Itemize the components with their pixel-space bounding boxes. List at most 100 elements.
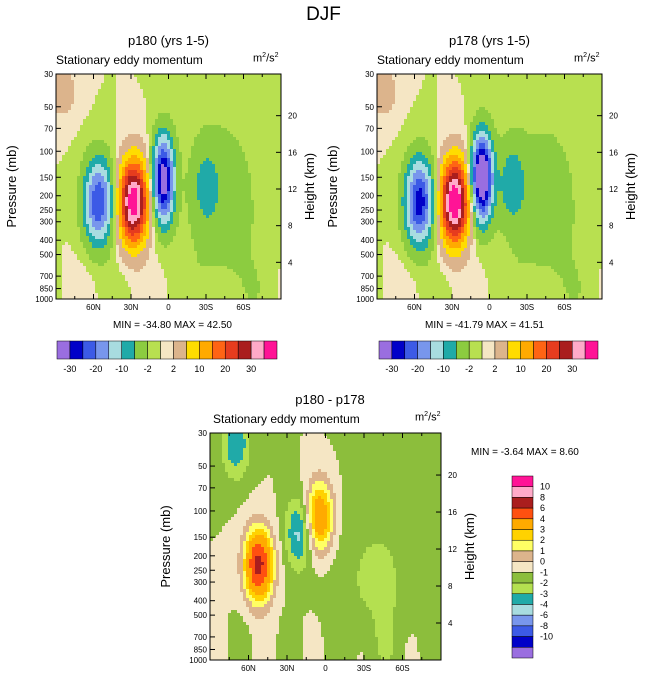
field-cell	[125, 158, 128, 161]
field-cell	[164, 101, 167, 104]
field-cell	[203, 179, 206, 182]
field-cell	[62, 86, 65, 89]
field-cell	[173, 161, 176, 164]
field-cell	[182, 98, 185, 101]
field-cell	[194, 191, 197, 194]
field-cell	[158, 197, 161, 200]
field-cell	[89, 278, 92, 281]
field-cell	[224, 143, 227, 146]
field-cell	[116, 170, 119, 173]
field-cell	[80, 221, 83, 224]
field-cell	[143, 230, 146, 233]
field-cell	[71, 281, 74, 284]
field-cell	[146, 176, 149, 179]
field-cell	[194, 281, 197, 284]
field-cell	[161, 110, 164, 113]
field-cell	[134, 116, 137, 119]
field-cell	[161, 209, 164, 212]
field-cell	[119, 218, 122, 221]
field-cell	[95, 251, 98, 254]
field-cell	[143, 83, 146, 86]
field-cell	[239, 209, 242, 212]
field-cell	[110, 209, 113, 212]
field-cell	[149, 137, 152, 140]
field-cell	[77, 200, 80, 203]
field-cell	[212, 194, 215, 197]
field-cell	[77, 266, 80, 269]
field-cell	[137, 275, 140, 278]
field-cell	[179, 251, 182, 254]
field-cell	[167, 131, 170, 134]
field-cell	[92, 191, 95, 194]
field-cell	[206, 155, 209, 158]
field-cell	[251, 137, 254, 140]
field-cell	[71, 158, 74, 161]
field-cell	[245, 170, 248, 173]
field-cell	[173, 116, 176, 119]
field-cell	[221, 152, 224, 155]
field-cell	[173, 155, 176, 158]
field-cell	[158, 167, 161, 170]
field-cell	[191, 278, 194, 281]
field-cell	[140, 170, 143, 173]
field-cell	[65, 155, 68, 158]
field-cell	[143, 218, 146, 221]
field-cell	[191, 197, 194, 200]
field-cell	[104, 254, 107, 257]
field-cell	[182, 284, 185, 287]
field-cell	[188, 197, 191, 200]
field-cell	[224, 236, 227, 239]
field-cell	[239, 239, 242, 242]
field-cell	[170, 248, 173, 251]
field-cell	[122, 200, 125, 203]
field-cell	[77, 215, 80, 218]
field-cell	[254, 116, 257, 119]
field-cell	[59, 230, 62, 233]
field-cell	[152, 248, 155, 251]
field-cell	[236, 245, 239, 248]
field-cell	[116, 164, 119, 167]
field-cell	[194, 116, 197, 119]
field-cell	[65, 245, 68, 248]
field-cell	[191, 284, 194, 287]
field-cell	[77, 113, 80, 116]
field-cell	[59, 293, 62, 296]
field-cell	[92, 158, 95, 161]
field-cell	[143, 194, 146, 197]
field-cell	[65, 290, 68, 293]
field-cell	[119, 251, 122, 254]
field-cell	[185, 260, 188, 263]
field-cell	[176, 110, 179, 113]
field-cell	[179, 80, 182, 83]
field-cell	[68, 98, 71, 101]
field-cell	[134, 122, 137, 125]
field-cell	[254, 200, 257, 203]
field-cell	[215, 209, 218, 212]
field-cell	[185, 77, 188, 80]
field-cell	[101, 128, 104, 131]
field-cell	[74, 260, 77, 263]
field-cell	[251, 83, 254, 86]
field-cell	[89, 218, 92, 221]
field-cell	[68, 140, 71, 143]
field-cell	[203, 278, 206, 281]
field-cell	[131, 185, 134, 188]
field-cell	[239, 116, 242, 119]
field-cell	[152, 197, 155, 200]
field-cell	[104, 140, 107, 143]
field-cell	[203, 287, 206, 290]
field-cell	[164, 92, 167, 95]
field-cell	[71, 266, 74, 269]
field-cell	[170, 191, 173, 194]
field-cell	[212, 77, 215, 80]
field-cell	[125, 269, 128, 272]
field-cell	[221, 77, 224, 80]
field-cell	[167, 167, 170, 170]
field-cell	[191, 125, 194, 128]
field-cell	[149, 110, 152, 113]
field-cell	[62, 230, 65, 233]
field-cell	[140, 197, 143, 200]
field-cell	[242, 284, 245, 287]
field-cell	[92, 284, 95, 287]
field-cell	[62, 194, 65, 197]
